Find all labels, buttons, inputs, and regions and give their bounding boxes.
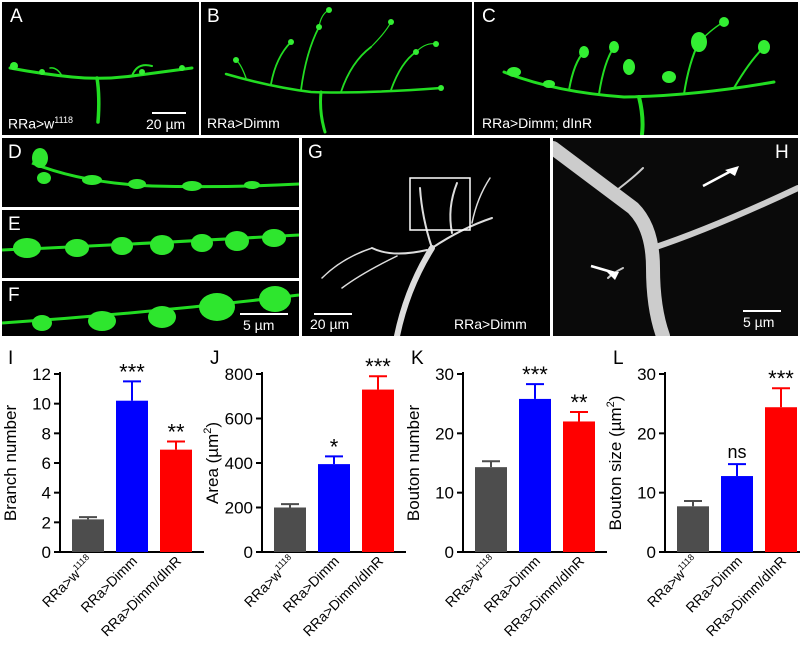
panel-h-letter: H [775, 142, 789, 163]
significance-label: * [330, 434, 339, 459]
panel-g-letter: G [308, 142, 323, 163]
panel-a-genotype: RRa>w1118 [8, 115, 73, 132]
y-tick-label: 6 [42, 454, 51, 473]
panel-a-image [8, 62, 194, 124]
y-tick-label: 400 [225, 454, 253, 473]
panel-f-letter: F [8, 285, 20, 306]
significance-label: ns [727, 442, 746, 462]
y-tick-label: 10 [32, 395, 51, 414]
panel-h: H 5 µm [553, 138, 798, 336]
panel-g-image [321, 177, 493, 336]
chart-letter: J [210, 348, 220, 369]
panel-f-scale-label: 5 µm [243, 317, 275, 333]
y-tick-label: 2 [42, 513, 51, 532]
panel-c: C RRa>Dimm; dInR [474, 2, 798, 135]
panel-f: F 5 µm [2, 281, 299, 336]
y-axis-label: Bouton size (µm2) [605, 396, 625, 531]
panel-c-letter: C [482, 6, 496, 27]
y-tick-label: 10 [637, 484, 656, 503]
y-tick-label: 0 [42, 543, 51, 562]
y-tick-label: 600 [225, 410, 253, 429]
bar [160, 449, 192, 552]
panel-d-letter: D [8, 142, 22, 163]
y-tick-label: 4 [42, 484, 51, 503]
y-tick-label: 20 [637, 424, 656, 443]
panel-b-letter: B [207, 6, 220, 27]
panel-e-letter: E [8, 214, 21, 235]
y-tick-label: 10 [435, 484, 454, 503]
significance-label: *** [119, 359, 145, 384]
y-tick-label: 0 [647, 543, 656, 562]
y-tick-label: 0 [445, 543, 454, 562]
panel-h-scale-label: 5 µm [743, 314, 775, 330]
y-tick-label: 800 [225, 365, 253, 384]
y-tick-label: 30 [435, 365, 454, 384]
panel-h-scale-bar [743, 310, 781, 312]
panel-d-image [31, 148, 299, 191]
bar [362, 389, 394, 552]
panel-g: G RRa>Dimm 20 µm [302, 138, 550, 336]
panel-c-image [502, 17, 776, 135]
bar [563, 421, 595, 552]
x-category-label: RRa>Dimm/dInR [98, 553, 184, 639]
y-tick-label: 20 [435, 424, 454, 443]
panel-g-scale-bar [314, 313, 352, 315]
panel-e: E [2, 210, 299, 278]
y-tick-label: 0 [244, 543, 253, 562]
panel-d: D [2, 138, 299, 207]
panel-b-image [224, 7, 444, 134]
panel-g-genotype: RRa>Dimm [454, 316, 527, 332]
bar [519, 398, 551, 552]
x-category-label: RRa>Dimm/dInR [703, 553, 789, 639]
bar [274, 507, 306, 552]
x-category-label: RRa>Dimm/dInR [501, 553, 587, 639]
y-tick-label: 200 [225, 499, 253, 518]
panel-a-genotype-sup: 1118 [54, 115, 73, 125]
bar [721, 476, 753, 552]
arrow-icon [607, 272, 619, 280]
y-tick-label: 12 [32, 365, 51, 384]
bar [318, 464, 350, 552]
chart-letter: K [411, 348, 424, 369]
y-axis-label: Bouton number [404, 405, 423, 522]
significance-label: ** [167, 419, 185, 444]
y-tick-label: 8 [42, 424, 51, 443]
panel-a-letter: A [10, 6, 23, 27]
significance-label: *** [522, 362, 548, 387]
panel-b-genotype: RRa>Dimm [207, 115, 280, 131]
bar [475, 467, 507, 552]
panel-a-scale-bar [152, 112, 186, 114]
panel-a: A RRa>w1118 20 µm [2, 2, 199, 135]
panel-f-scale-bar [240, 313, 288, 315]
significance-label: *** [365, 354, 391, 379]
significance-label: ** [570, 390, 588, 415]
chart-letter: I [8, 348, 13, 369]
y-axis-label: Area (µm2) [202, 422, 222, 504]
panel-a-genotype-text: RRa>w [8, 115, 55, 132]
panel-a-scale-label: 20 µm [146, 116, 186, 132]
y-tick-label: 30 [637, 365, 656, 384]
panel-g-inset-box [409, 177, 471, 231]
bar [72, 519, 104, 552]
panel-f-image [2, 286, 299, 331]
panel-b: B RRa>Dimm [201, 2, 472, 135]
bar [765, 407, 797, 552]
chart-letter: L [613, 348, 624, 369]
x-category-label: RRa>Dimm/dInR [300, 553, 386, 639]
significance-label: *** [768, 366, 794, 391]
panel-e-image [2, 229, 299, 258]
y-axis-label: Branch number [1, 405, 20, 522]
panel-c-genotype: RRa>Dimm; dInR [482, 115, 593, 131]
panel-g-scale-label: 20 µm [310, 316, 350, 332]
bar [677, 506, 709, 552]
bar [116, 400, 148, 552]
panel-h-image [553, 141, 798, 336]
